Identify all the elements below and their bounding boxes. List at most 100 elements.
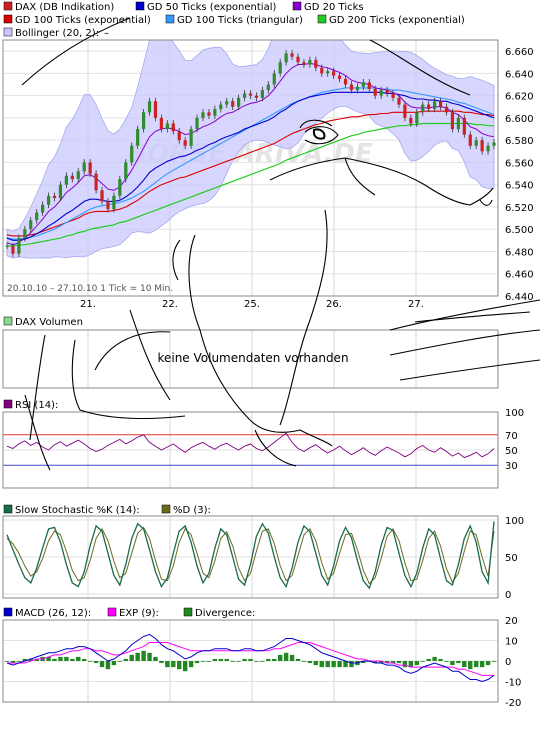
price-candle-67 [403,104,407,118]
series-gd200exp-line [7,122,494,247]
sketch-stroke-right-low [414,311,531,323]
legend-swatch-gd50 [135,1,145,11]
macd-divergence-bar-46 [277,654,283,661]
sketch-stroke-top-arc [21,17,131,86]
macd-y-tick-2: 0 [505,657,511,668]
price-candle-30 [183,140,187,146]
sketch-stroke-shoulder-right-2 [389,329,541,356]
price-candle-77 [462,117,466,135]
macd-divergence-bar-52 [313,661,319,666]
price-candle-5 [35,212,39,221]
macd-line [6,633,495,683]
price-candle-10 [64,175,68,185]
price-candle-14 [88,162,92,174]
price-candle-62 [373,88,377,96]
macd-divergence-bar-32 [194,661,200,664]
price-candle-41 [248,93,253,96]
price-candle-38 [231,101,235,107]
price-candle-20 [124,162,128,180]
price-candles [5,50,496,258]
legend-swatch-stoch-k [3,504,13,514]
price-y-tick-10: 6.460 [505,270,534,281]
rsi-grid [3,412,498,488]
macd-divergence-bar-1 [10,661,16,664]
legend-label-macd-exp: EXP (9): [119,608,159,619]
price-candle-69 [415,112,419,124]
price-candle-29 [177,131,181,141]
price-y-tick-0: 6.660 [505,47,534,58]
price-candle-34 [207,112,211,116]
macd-divergence-bar-51 [307,661,313,664]
macd-divergence-bar-35 [212,658,218,661]
sketch-stroke-collar-left [71,339,186,420]
macd-divergence-bar-12 [76,656,81,661]
price-candle-66 [397,97,401,105]
price-candle-71 [427,104,431,110]
macd-divergence-bar-23 [141,650,146,661]
legend-label-stoch-d: %D (3): [173,505,211,516]
stoch-y-ticks: 100 50 0 [505,516,524,601]
rsi-y-tick-0: 100 [505,408,524,419]
legend-label-gd100exp: GD 100 Ticks (exponential) [15,15,151,26]
price-y-tick-5: 6.560 [505,158,534,169]
macd-divergence-bar-18 [111,661,117,666]
price-candle-51 [308,60,312,65]
price-candle-13 [82,162,86,172]
macd-divergence-bar-73 [438,658,443,661]
price-candle-49 [296,56,300,63]
macd-divergence-bar-19 [117,661,123,662]
price-candle-60 [361,82,365,87]
macd-divergence-bar-56 [337,661,342,668]
price-candle-17 [106,201,110,210]
price-legend: DAX (DB Indikation) GD 50 Ticks (exponen… [3,1,465,39]
macd-divergence-bar-71 [426,658,431,661]
price-candle-65 [391,93,395,98]
price-candle-50 [302,62,306,65]
legend-swatch-volume [3,316,13,326]
price-candle-58 [349,84,354,91]
macd-divergence-bar-68 [408,661,414,668]
macd-divergence-bar-42 [254,661,259,662]
price-x-tick-0: 21. [80,299,96,310]
macd-divergence-bar-28 [171,661,176,668]
rsi-frame [2,411,499,489]
macd-divergence-bar-13 [82,658,87,661]
legend-swatch-gd100exp [3,14,13,24]
rsi-y-tick-3: 30 [505,461,518,472]
macd-divergence-bar-15 [93,661,99,664]
price-candle-78 [468,134,472,146]
price-candle-33 [201,112,205,118]
price-x-tick-2: 25. [244,299,260,310]
stoch-plot [6,521,495,590]
volume-frame [2,329,499,389]
price-candle-47 [284,53,288,63]
macd-divergence-bar-57 [343,661,348,668]
price-candle-6 [41,204,45,213]
macd-divergence-bar-50 [301,661,307,662]
price-candle-12 [76,171,80,180]
macd-divergence-bar-48 [289,654,295,661]
price-candle-39 [237,97,241,107]
price-candle-55 [332,71,336,76]
price-candle-27 [165,123,169,130]
macd-divergence-bar-17 [105,661,111,670]
macd-divergence-bar-40 [242,658,247,661]
legend-label-stoch-k: Slow Stochastic %K (14): [15,505,140,516]
macd-divergence-bar-7 [46,656,51,661]
stoch-y-tick-0: 100 [505,516,524,527]
macd-divergence-bar-62 [373,661,378,664]
chart-info: 20.10.10 – 27.10.10 1 Tick = 10 Min. [7,284,173,294]
sketch-stroke-top-right [369,39,471,96]
legend-swatch-macd [3,607,13,617]
legend-label-rsi: RSI (14): [15,400,58,411]
price-candle-8 [52,195,57,199]
sketch-stroke-shoulder-left [29,334,46,441]
macd-divergence-bar-49 [295,658,301,661]
macd-divergence-bar-47 [283,652,289,661]
stoch-k-line [6,521,495,590]
series-gd20-line [6,62,495,246]
macd-divergence-bar-41 [248,658,253,661]
macd-divergence-bar-0 [4,661,10,662]
price-candle-57 [343,78,348,85]
price-candle-28 [171,123,175,132]
